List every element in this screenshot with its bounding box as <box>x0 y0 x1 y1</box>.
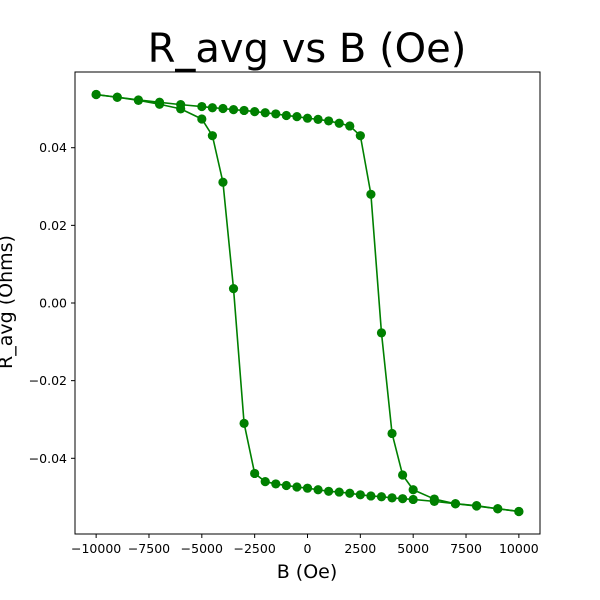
series-line-2 <box>96 93 519 513</box>
data-point <box>228 284 239 294</box>
x-axis: −10000 −7500 −5000 −2500 0 2500 5000 7500 10000 <box>71 534 539 556</box>
data-point <box>239 105 249 116</box>
data-point <box>334 487 344 497</box>
data-point <box>281 480 291 491</box>
data-point <box>260 108 270 118</box>
data-point <box>207 103 217 113</box>
data-point <box>112 92 122 102</box>
data-point <box>345 488 355 498</box>
x-axis-label: B (Oe) <box>277 561 338 583</box>
data-point <box>514 506 524 517</box>
data-point <box>292 482 302 492</box>
x-tick-label: −7500 <box>128 541 170 556</box>
data-point <box>450 499 461 509</box>
data-point <box>429 494 439 504</box>
data-point <box>471 501 482 511</box>
y-axis-label: R_avg (Ohms) <box>0 235 17 369</box>
x-tick-label: 2500 <box>344 541 376 556</box>
data-point <box>398 494 408 504</box>
data-point <box>366 189 376 199</box>
data-point <box>133 95 144 105</box>
x-tick-label: 7500 <box>450 541 482 556</box>
data-point <box>250 468 260 479</box>
data-point <box>197 101 207 112</box>
data-point <box>176 100 186 110</box>
data-point <box>218 177 228 187</box>
plot-frame <box>74 71 541 535</box>
data-point <box>334 118 344 128</box>
data-point <box>218 103 228 114</box>
data-point <box>345 121 355 131</box>
data-point <box>313 485 323 495</box>
data-point <box>260 476 270 487</box>
plot-area <box>91 89 524 517</box>
data-point <box>355 131 365 141</box>
x-tick-label: −10000 <box>71 541 121 556</box>
data-point <box>271 109 281 119</box>
data-point <box>197 114 207 124</box>
data-point <box>250 107 260 117</box>
y-tick-label: 0.02 <box>39 218 67 233</box>
data-point <box>302 113 313 123</box>
series-line-1 <box>96 93 519 513</box>
y-axis: −0.04 −0.02 0.00 0.02 0.04 <box>29 140 75 466</box>
data-point <box>281 110 291 121</box>
y-tick-label: 0.04 <box>39 140 67 155</box>
y-tick-label: −0.04 <box>29 451 67 466</box>
data-point <box>91 89 101 100</box>
x-tick-label: −5000 <box>181 541 223 556</box>
data-point <box>366 491 376 501</box>
data-point <box>324 486 334 496</box>
data-point <box>292 112 302 122</box>
data-point <box>376 492 387 502</box>
data-point <box>408 485 418 495</box>
data-point <box>387 428 397 439</box>
data-point <box>239 418 249 428</box>
x-tick-label: 10000 <box>499 541 539 556</box>
data-point <box>207 131 217 141</box>
data-point <box>376 328 387 338</box>
data-point <box>228 105 239 115</box>
y-tick-label: −0.02 <box>29 373 67 388</box>
data-point <box>398 470 408 480</box>
data-point <box>271 479 281 489</box>
data-point <box>493 504 503 514</box>
data-point <box>387 493 397 503</box>
data-point <box>154 97 165 107</box>
chart-title: R_avg vs B (Oe) <box>148 26 467 72</box>
data-point <box>313 114 323 124</box>
data-point <box>302 483 313 493</box>
x-tick-label: −2500 <box>234 541 276 556</box>
data-point <box>355 490 365 500</box>
data-point <box>408 494 418 505</box>
x-tick-label: 5000 <box>397 541 429 556</box>
data-point <box>324 116 334 126</box>
y-tick-label: 0.00 <box>39 296 67 311</box>
x-tick-label: 0 <box>304 541 312 556</box>
